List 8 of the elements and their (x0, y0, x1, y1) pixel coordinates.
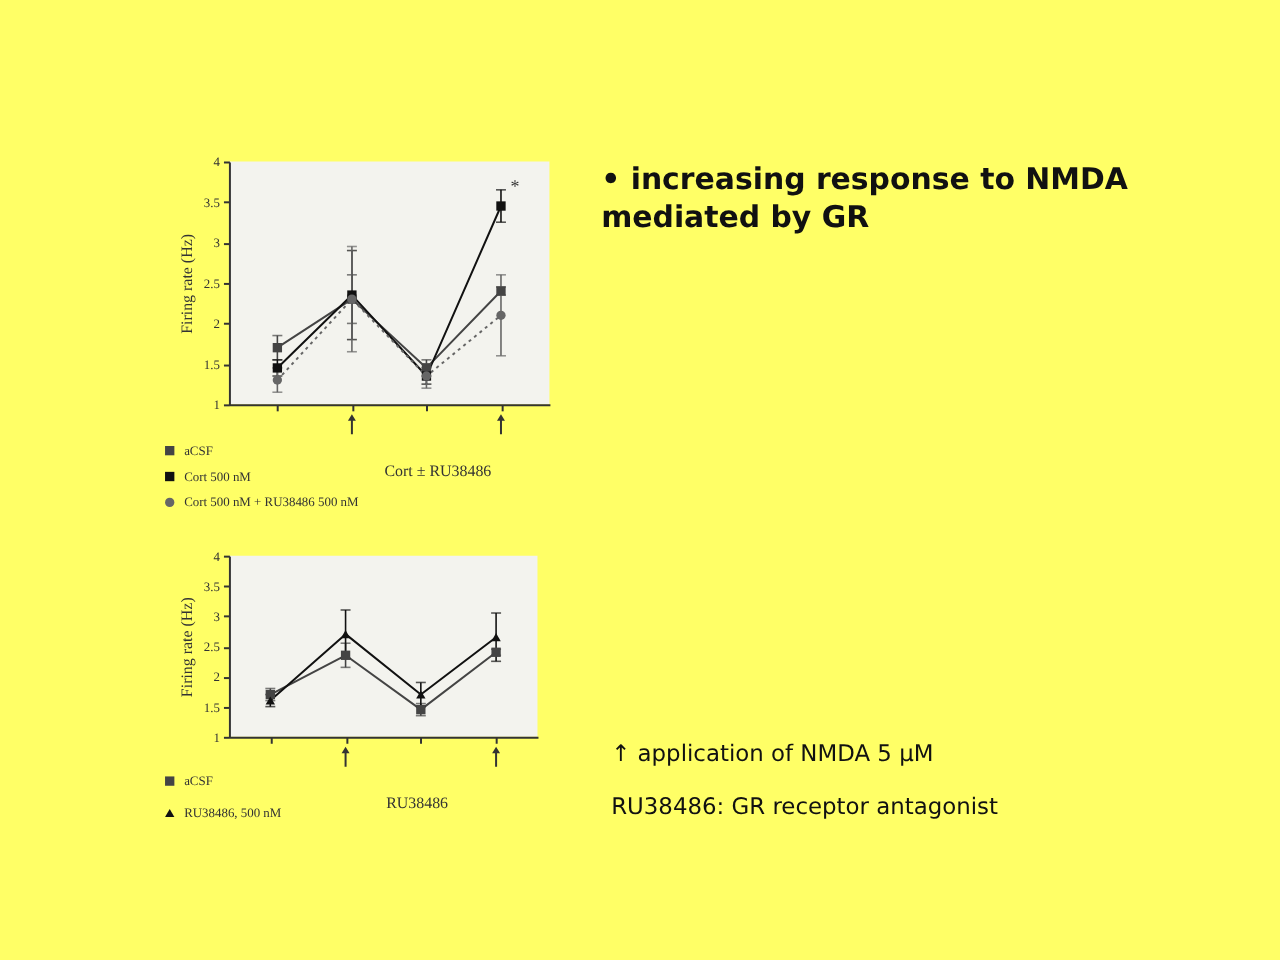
text: • increasing response to NMDA mediated by GR (601, 161, 1129, 236)
y-axis-title: Firing rate (Hz) (177, 233, 196, 334)
text: Cort ± RU38486 (384, 462, 492, 481)
y-axis-title: Firing rate (Hz) (177, 596, 196, 698)
text: RU38486: GR receptor antagonist (611, 792, 999, 821)
text: RU38486 (386, 794, 449, 813)
annotation: * (510, 175, 521, 196)
text: ↑ application of NMDA 5 µM (611, 738, 934, 767)
